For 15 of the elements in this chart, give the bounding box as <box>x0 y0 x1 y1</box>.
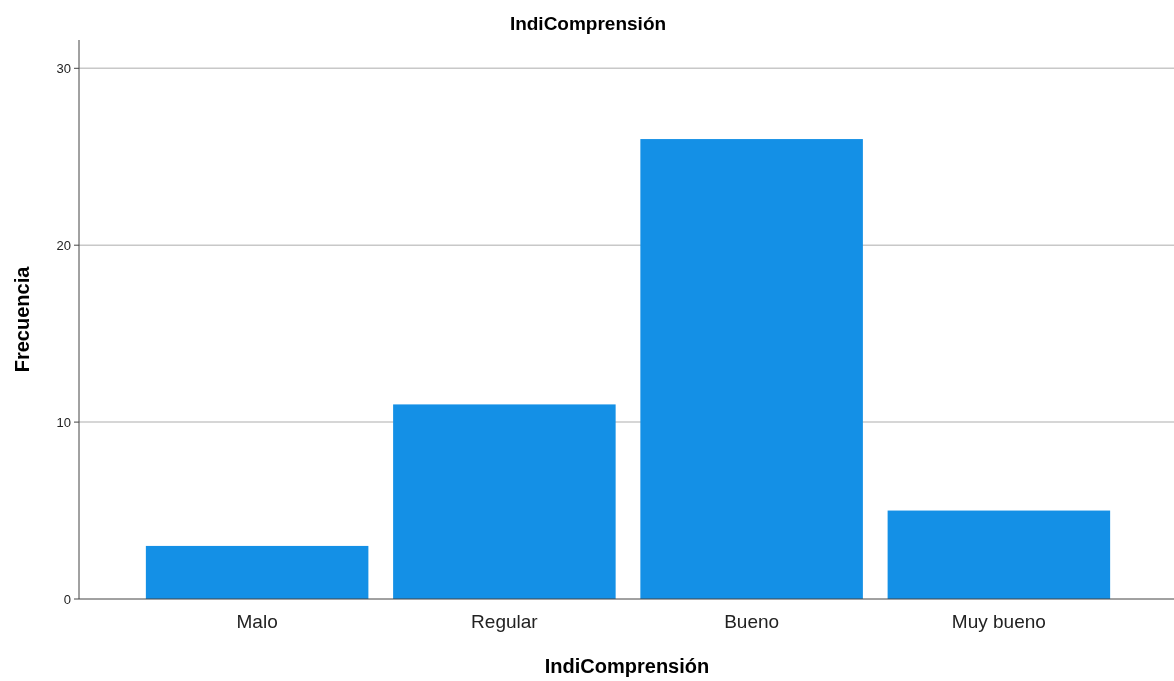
x-tick-label: Muy bueno <box>951 611 1046 632</box>
y-tick-label: 0 <box>63 591 71 607</box>
y-tick-label: 20 <box>56 237 71 253</box>
x-tick-label: Regular <box>471 611 539 632</box>
x-tick-label: Bueno <box>724 611 780 632</box>
bar <box>145 545 369 599</box>
x-tick-label: Malo <box>236 611 278 632</box>
bar <box>393 404 616 599</box>
x-axis-title: IndiComprensión <box>544 655 710 677</box>
chart-title: IndiComprensión <box>509 13 667 34</box>
bar <box>640 139 863 599</box>
y-tick-label: 10 <box>56 414 71 430</box>
bar <box>887 510 1111 599</box>
y-tick-label: 30 <box>56 60 71 76</box>
y-axis-title: Frecuencia <box>11 265 33 373</box>
